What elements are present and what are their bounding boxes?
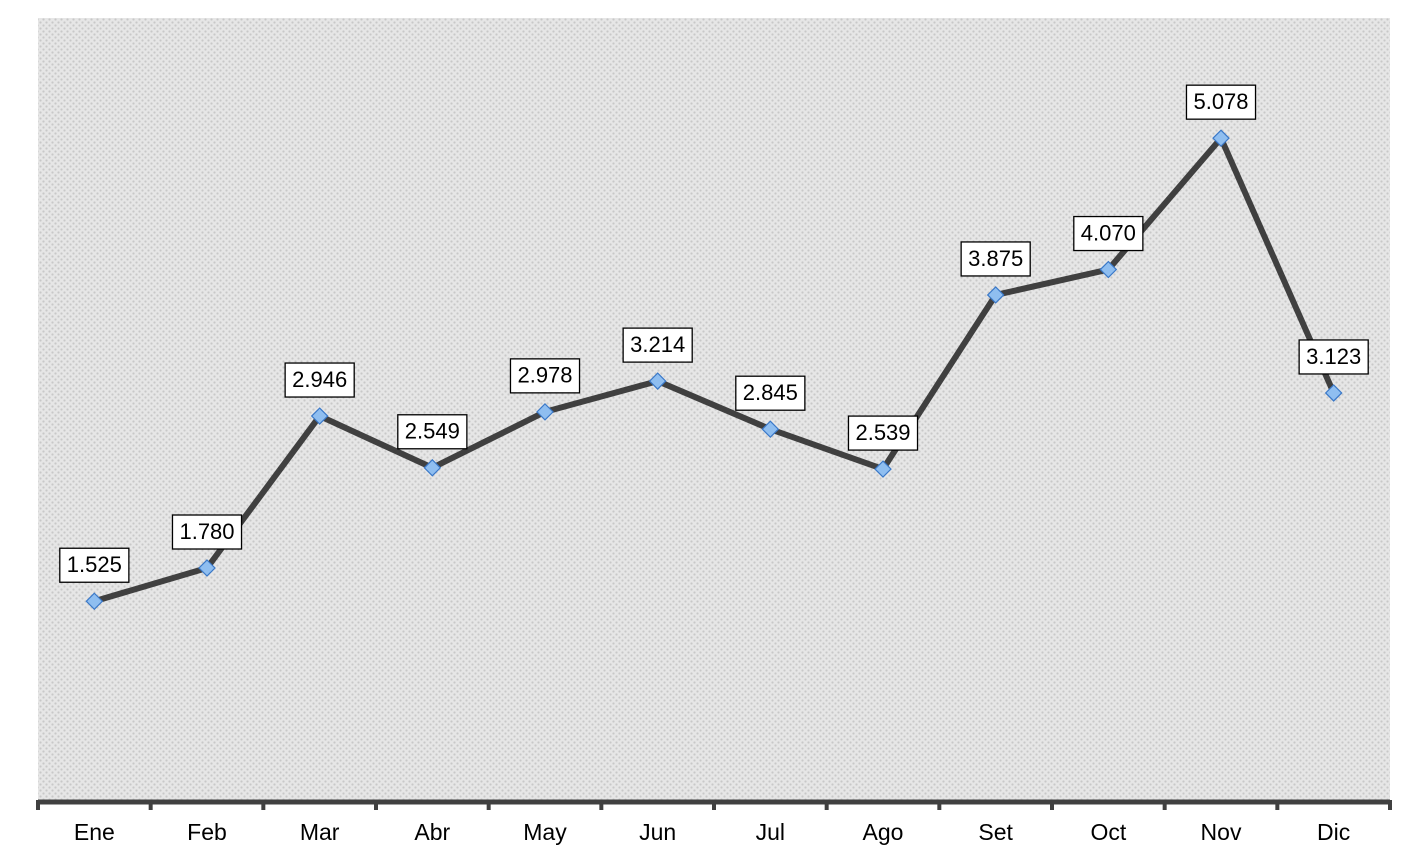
data-label-box bbox=[397, 414, 468, 450]
x-tick-label: Jun bbox=[639, 819, 676, 845]
data-label: 2.549 bbox=[405, 419, 460, 444]
data-label-box bbox=[735, 375, 806, 411]
x-tick-label: May bbox=[523, 819, 567, 845]
data-label: 2.978 bbox=[517, 363, 572, 388]
data-label-box bbox=[960, 241, 1031, 277]
x-tick-label: Jul bbox=[756, 819, 785, 845]
data-label: 4.070 bbox=[1081, 220, 1136, 245]
x-tick-label: Ene bbox=[74, 819, 115, 845]
x-tick-label: Set bbox=[978, 819, 1013, 845]
data-label-box bbox=[509, 358, 581, 394]
data-label: 2.845 bbox=[743, 380, 798, 405]
data-label: 2.946 bbox=[292, 367, 347, 392]
marker bbox=[310, 407, 329, 425]
data-label-box bbox=[171, 514, 243, 550]
data-label-box bbox=[622, 327, 693, 363]
marker bbox=[423, 458, 442, 477]
x-tick-label: Ago bbox=[863, 819, 904, 845]
marker bbox=[198, 559, 216, 577]
data-label: 1.525 bbox=[67, 552, 122, 577]
x-tick-label: Mar bbox=[300, 819, 340, 845]
data-label-box bbox=[1298, 339, 1369, 375]
x-tick-label: Nov bbox=[1201, 819, 1242, 845]
x-tick-label: Feb bbox=[187, 819, 227, 845]
data-label-box bbox=[59, 547, 130, 583]
x-tick-label: Abr bbox=[414, 819, 450, 845]
data-label-box bbox=[847, 415, 919, 451]
data-label-box bbox=[1185, 84, 1257, 120]
data-label-box bbox=[1073, 215, 1144, 252]
marker bbox=[536, 403, 554, 421]
marker bbox=[761, 420, 780, 439]
data-label: 5.078 bbox=[1193, 89, 1248, 114]
marker bbox=[874, 460, 892, 478]
marker bbox=[648, 372, 667, 390]
plot-area bbox=[38, 18, 1390, 802]
x-tick-label: Dic bbox=[1317, 819, 1350, 845]
marker bbox=[1324, 384, 1343, 402]
marker bbox=[1099, 260, 1118, 279]
data-label: 3.875 bbox=[968, 246, 1023, 271]
data-label: 3.123 bbox=[1306, 344, 1361, 369]
x-tick-label: Oct bbox=[1090, 819, 1126, 845]
marker bbox=[85, 592, 104, 611]
data-label-box bbox=[284, 362, 355, 398]
data-label: 1.780 bbox=[179, 519, 234, 544]
marker bbox=[986, 286, 1005, 304]
data-label: 3.214 bbox=[630, 332, 685, 357]
data-label: 2.539 bbox=[855, 420, 910, 445]
marker bbox=[1212, 129, 1230, 148]
